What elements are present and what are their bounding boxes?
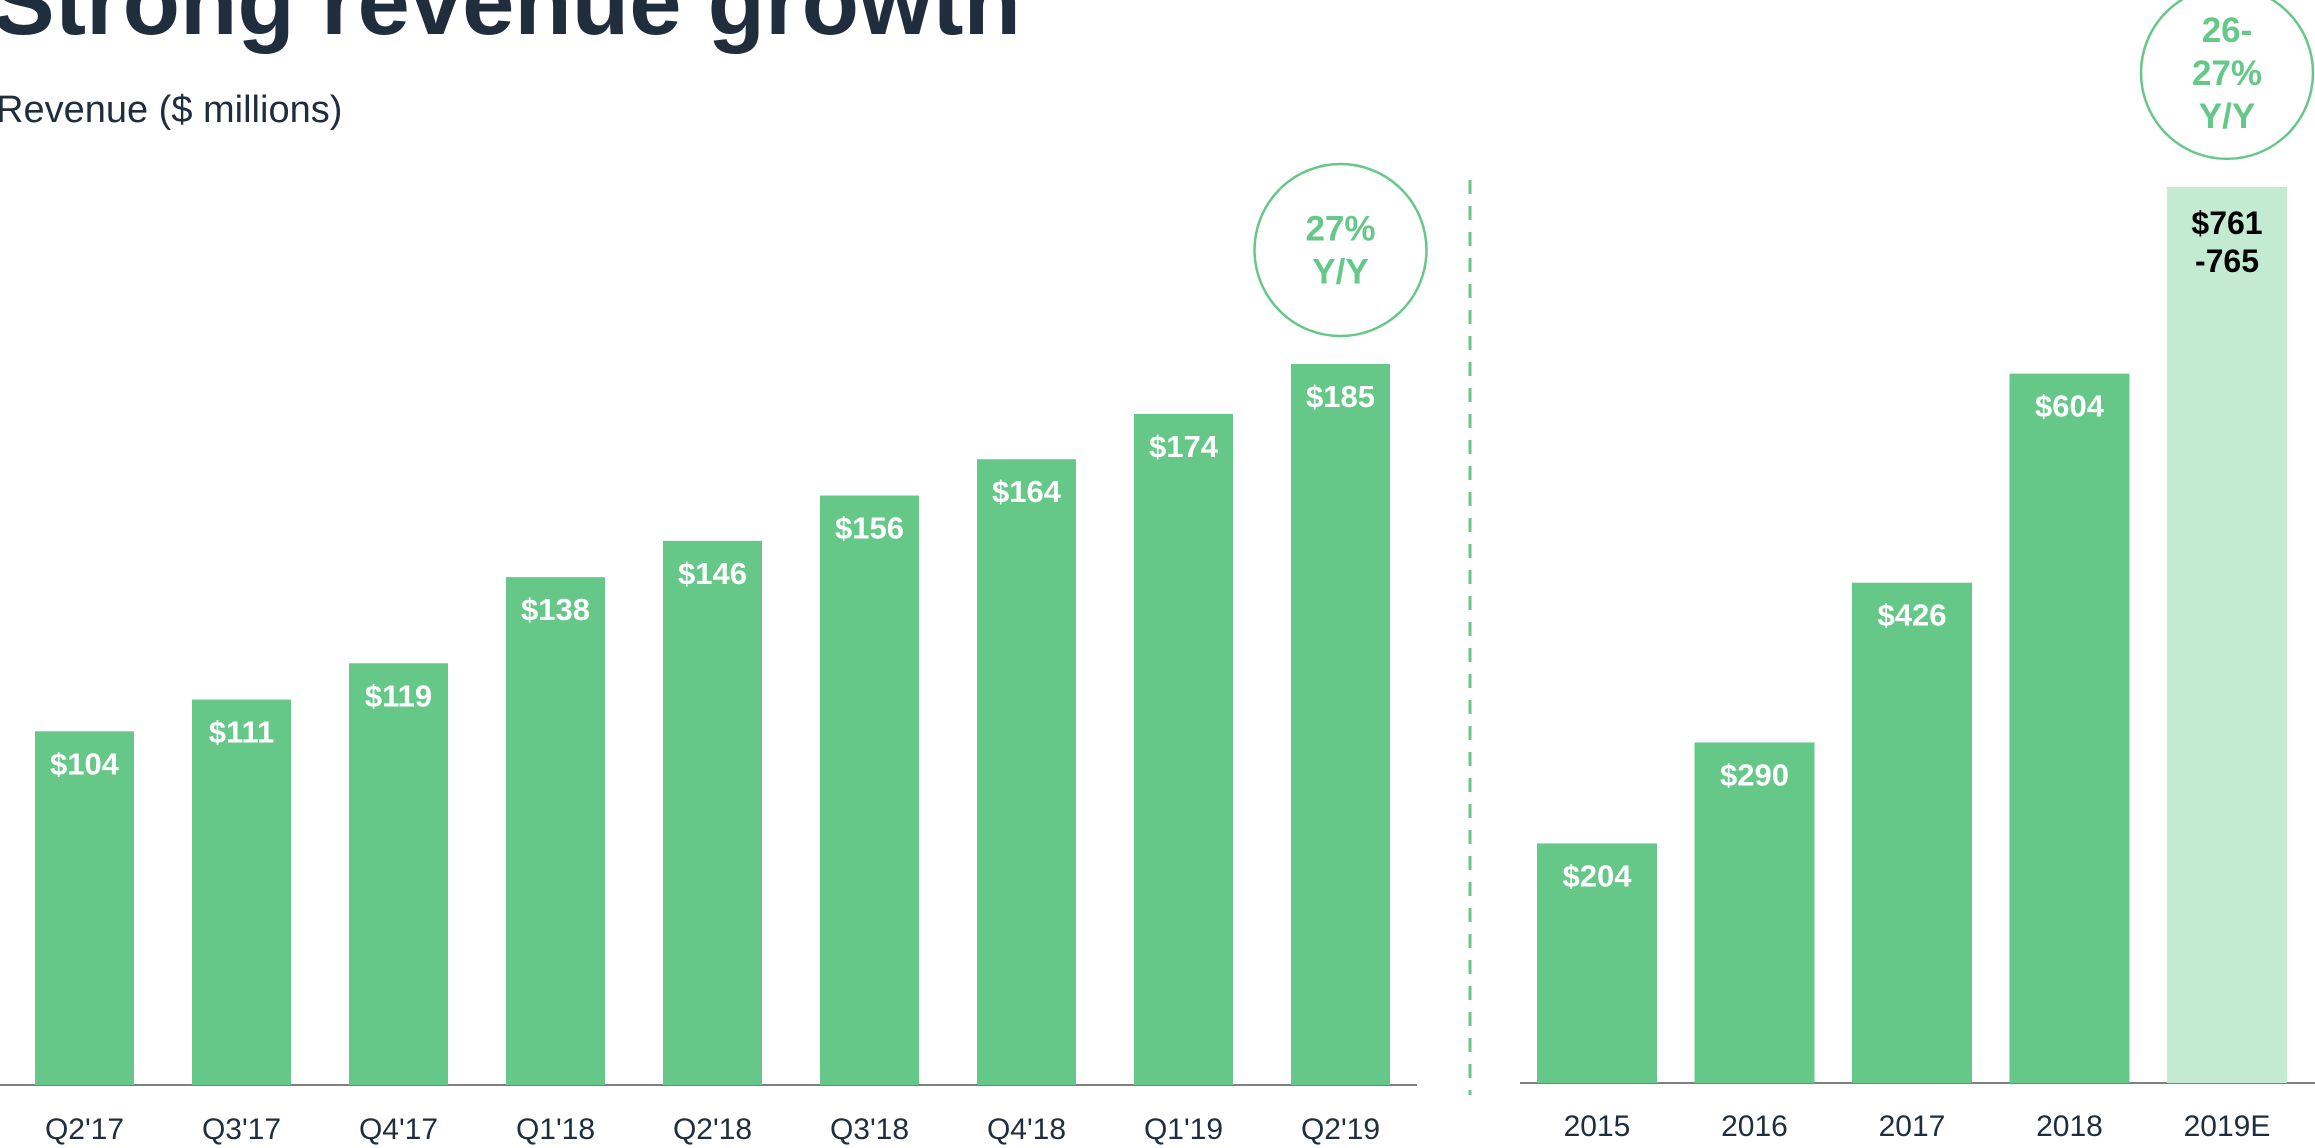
bar bbox=[506, 577, 605, 1085]
bar bbox=[349, 663, 448, 1085]
value-label: $164 bbox=[992, 474, 1062, 509]
bar bbox=[1134, 413, 1233, 1085]
bar bbox=[2167, 186, 2287, 1083]
x-tick-label: 2015 bbox=[1564, 1110, 1631, 1143]
annotation: 27% Y/Y bbox=[1305, 210, 1375, 292]
x-tick-label: Q2'19 bbox=[1301, 1113, 1380, 1146]
x-tick-label: Q1'19 bbox=[1144, 1113, 1223, 1146]
value-label: $156 bbox=[835, 511, 904, 546]
bar bbox=[1291, 364, 1390, 1086]
x-tick-label: Q2'18 bbox=[673, 1113, 752, 1146]
value-label: $111 bbox=[209, 715, 275, 750]
bar bbox=[1537, 843, 1657, 1083]
bar bbox=[2009, 373, 2130, 1083]
value-label: $426 bbox=[1878, 598, 1947, 633]
value-label: $104 bbox=[50, 746, 120, 781]
bar bbox=[1694, 742, 1815, 1083]
value-label: $290 bbox=[1720, 757, 1789, 792]
annotation: 26-27% Y/Y bbox=[2192, 11, 2262, 136]
x-tick-label: 2017 bbox=[1879, 1110, 1946, 1143]
value-label: $146 bbox=[678, 556, 747, 591]
value-label: $174 bbox=[1149, 429, 1219, 464]
x-tick-label: Q4'17 bbox=[359, 1113, 438, 1146]
bar bbox=[35, 731, 134, 1085]
value-label: $604 bbox=[2035, 389, 2105, 424]
x-tick-label: 2016 bbox=[1721, 1110, 1788, 1143]
x-tick-label: Q3'18 bbox=[830, 1113, 909, 1146]
value-label: $119 bbox=[365, 678, 432, 713]
x-tick-label: Q4'18 bbox=[987, 1113, 1066, 1146]
x-tick-label: 2018 bbox=[2036, 1110, 2103, 1143]
x-tick-label: Q2'17 bbox=[45, 1113, 124, 1146]
bar bbox=[977, 459, 1076, 1085]
bar bbox=[1852, 582, 1972, 1083]
x-tick-label: 2019E bbox=[2184, 1110, 2271, 1143]
x-tick-label: Q3'17 bbox=[202, 1113, 281, 1146]
value-label: $761 -765 bbox=[2191, 205, 2262, 279]
value-label: $204 bbox=[1563, 858, 1633, 893]
annotation-circle bbox=[2139, 0, 2315, 161]
page-title: Strong revenue growth bbox=[0, 0, 1021, 54]
value-label: $185 bbox=[1306, 379, 1375, 414]
bar bbox=[820, 495, 919, 1086]
subtitle: Revenue ($ millions) bbox=[0, 89, 342, 131]
annotation-circle bbox=[1253, 162, 1428, 338]
bar bbox=[192, 699, 291, 1085]
x-tick-label: Q1'18 bbox=[516, 1113, 595, 1146]
value-label: $138 bbox=[521, 592, 590, 627]
bar bbox=[663, 540, 762, 1085]
